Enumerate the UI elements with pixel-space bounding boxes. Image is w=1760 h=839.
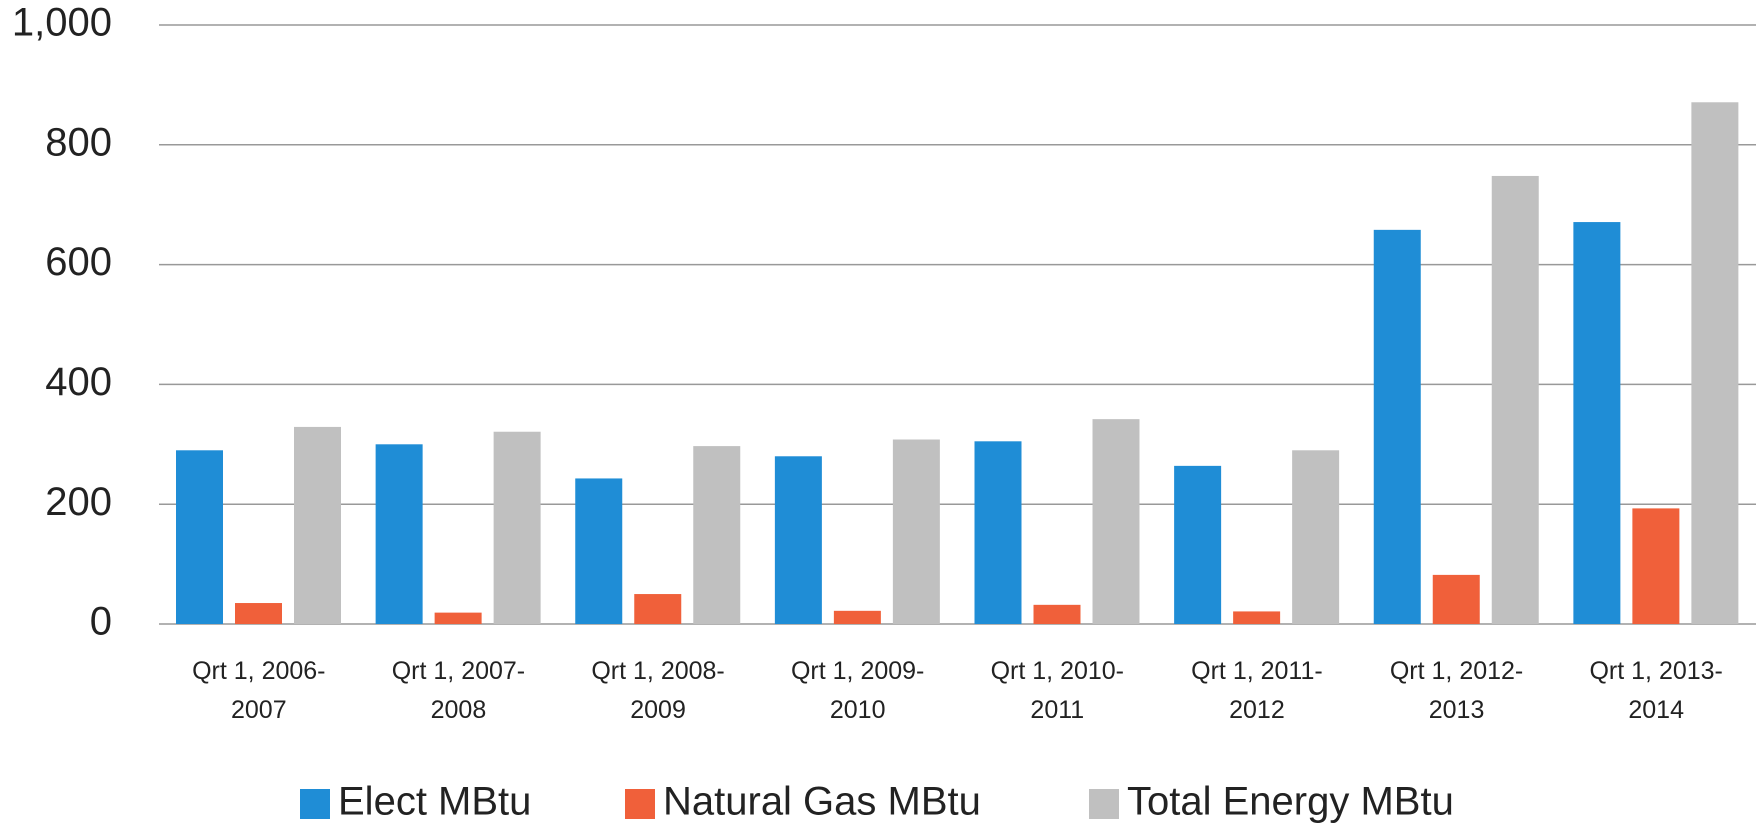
legend-swatch [1089,789,1119,819]
x-tick-line: 2009 [630,696,686,724]
legend-label: Natural Gas MBtu [663,780,981,824]
bar [294,426,341,624]
x-tick-line: 2008 [431,696,487,724]
x-tick-label: Qrt 1, 2013- 2014 [1589,657,1722,724]
x-tick-line: Qrt 1, 2009- [791,657,924,685]
bar [1174,465,1222,624]
bar [1292,450,1340,624]
bar [634,594,682,624]
x-tick-label: Qrt 1, 2008- 2009 [591,657,724,724]
legend-swatch [625,789,655,819]
bar [1092,419,1140,624]
y-tick-label: 1,000 [12,1,112,45]
bar [1373,229,1421,624]
bar [375,444,423,624]
x-tick-label: Qrt 1, 2011- 2012 [1191,657,1323,724]
x-tick-line: Qrt 1, 2008- [591,657,724,685]
bar [1432,574,1480,624]
bar [575,478,623,624]
bar [493,431,541,624]
bar [974,441,1022,624]
x-tick-line: Qrt 1, 2012- [1390,657,1523,685]
x-tick-label: Qrt 1, 2010- 2011 [991,657,1124,724]
bar [1632,508,1680,624]
x-tick-line: Qrt 1, 2010- [991,657,1124,685]
x-tick-label: Qrt 1, 2012- 2013 [1390,657,1523,724]
y-tick-label: 200 [45,480,112,524]
bar [176,450,223,624]
bar [833,610,881,624]
x-tick-label: Qrt 1, 2007- 2008 [392,657,525,724]
x-tick-line: 2013 [1429,696,1485,724]
bar [1573,222,1621,625]
bar [1033,604,1081,624]
bar [1691,102,1739,624]
y-tick-label: 800 [45,120,112,164]
x-tick-line: Qrt 1, 2007- [392,657,525,685]
bar [774,456,822,624]
legend-label: Elect MBtu [338,780,531,824]
bar [892,439,940,624]
x-tick-label: Qrt 1, 2006- 2007 [192,657,325,724]
x-tick-label: Qrt 1, 2009- 2010 [791,657,924,724]
x-tick-line: Qrt 1, 2011- [1191,657,1323,685]
legend-label: Total Energy MBtu [1127,780,1454,824]
bar [235,603,282,624]
x-tick-line: Qrt 1, 2006- [192,657,325,685]
bar [1491,175,1539,624]
x-tick-line: 2010 [830,696,886,724]
y-tick-label: 600 [45,240,112,284]
x-tick-line: 2012 [1229,696,1285,724]
x-tick-line: Qrt 1, 2013- [1589,657,1722,685]
legend-swatch [300,789,330,819]
x-tick-line: 2011 [1030,696,1084,724]
y-tick-label: 400 [45,360,112,404]
bar [693,446,741,624]
x-tick-line: 2007 [231,696,287,724]
bar [1233,611,1281,624]
y-tick-label: 0 [90,600,112,644]
bar [434,612,482,624]
x-tick-line: 2014 [1628,696,1684,724]
